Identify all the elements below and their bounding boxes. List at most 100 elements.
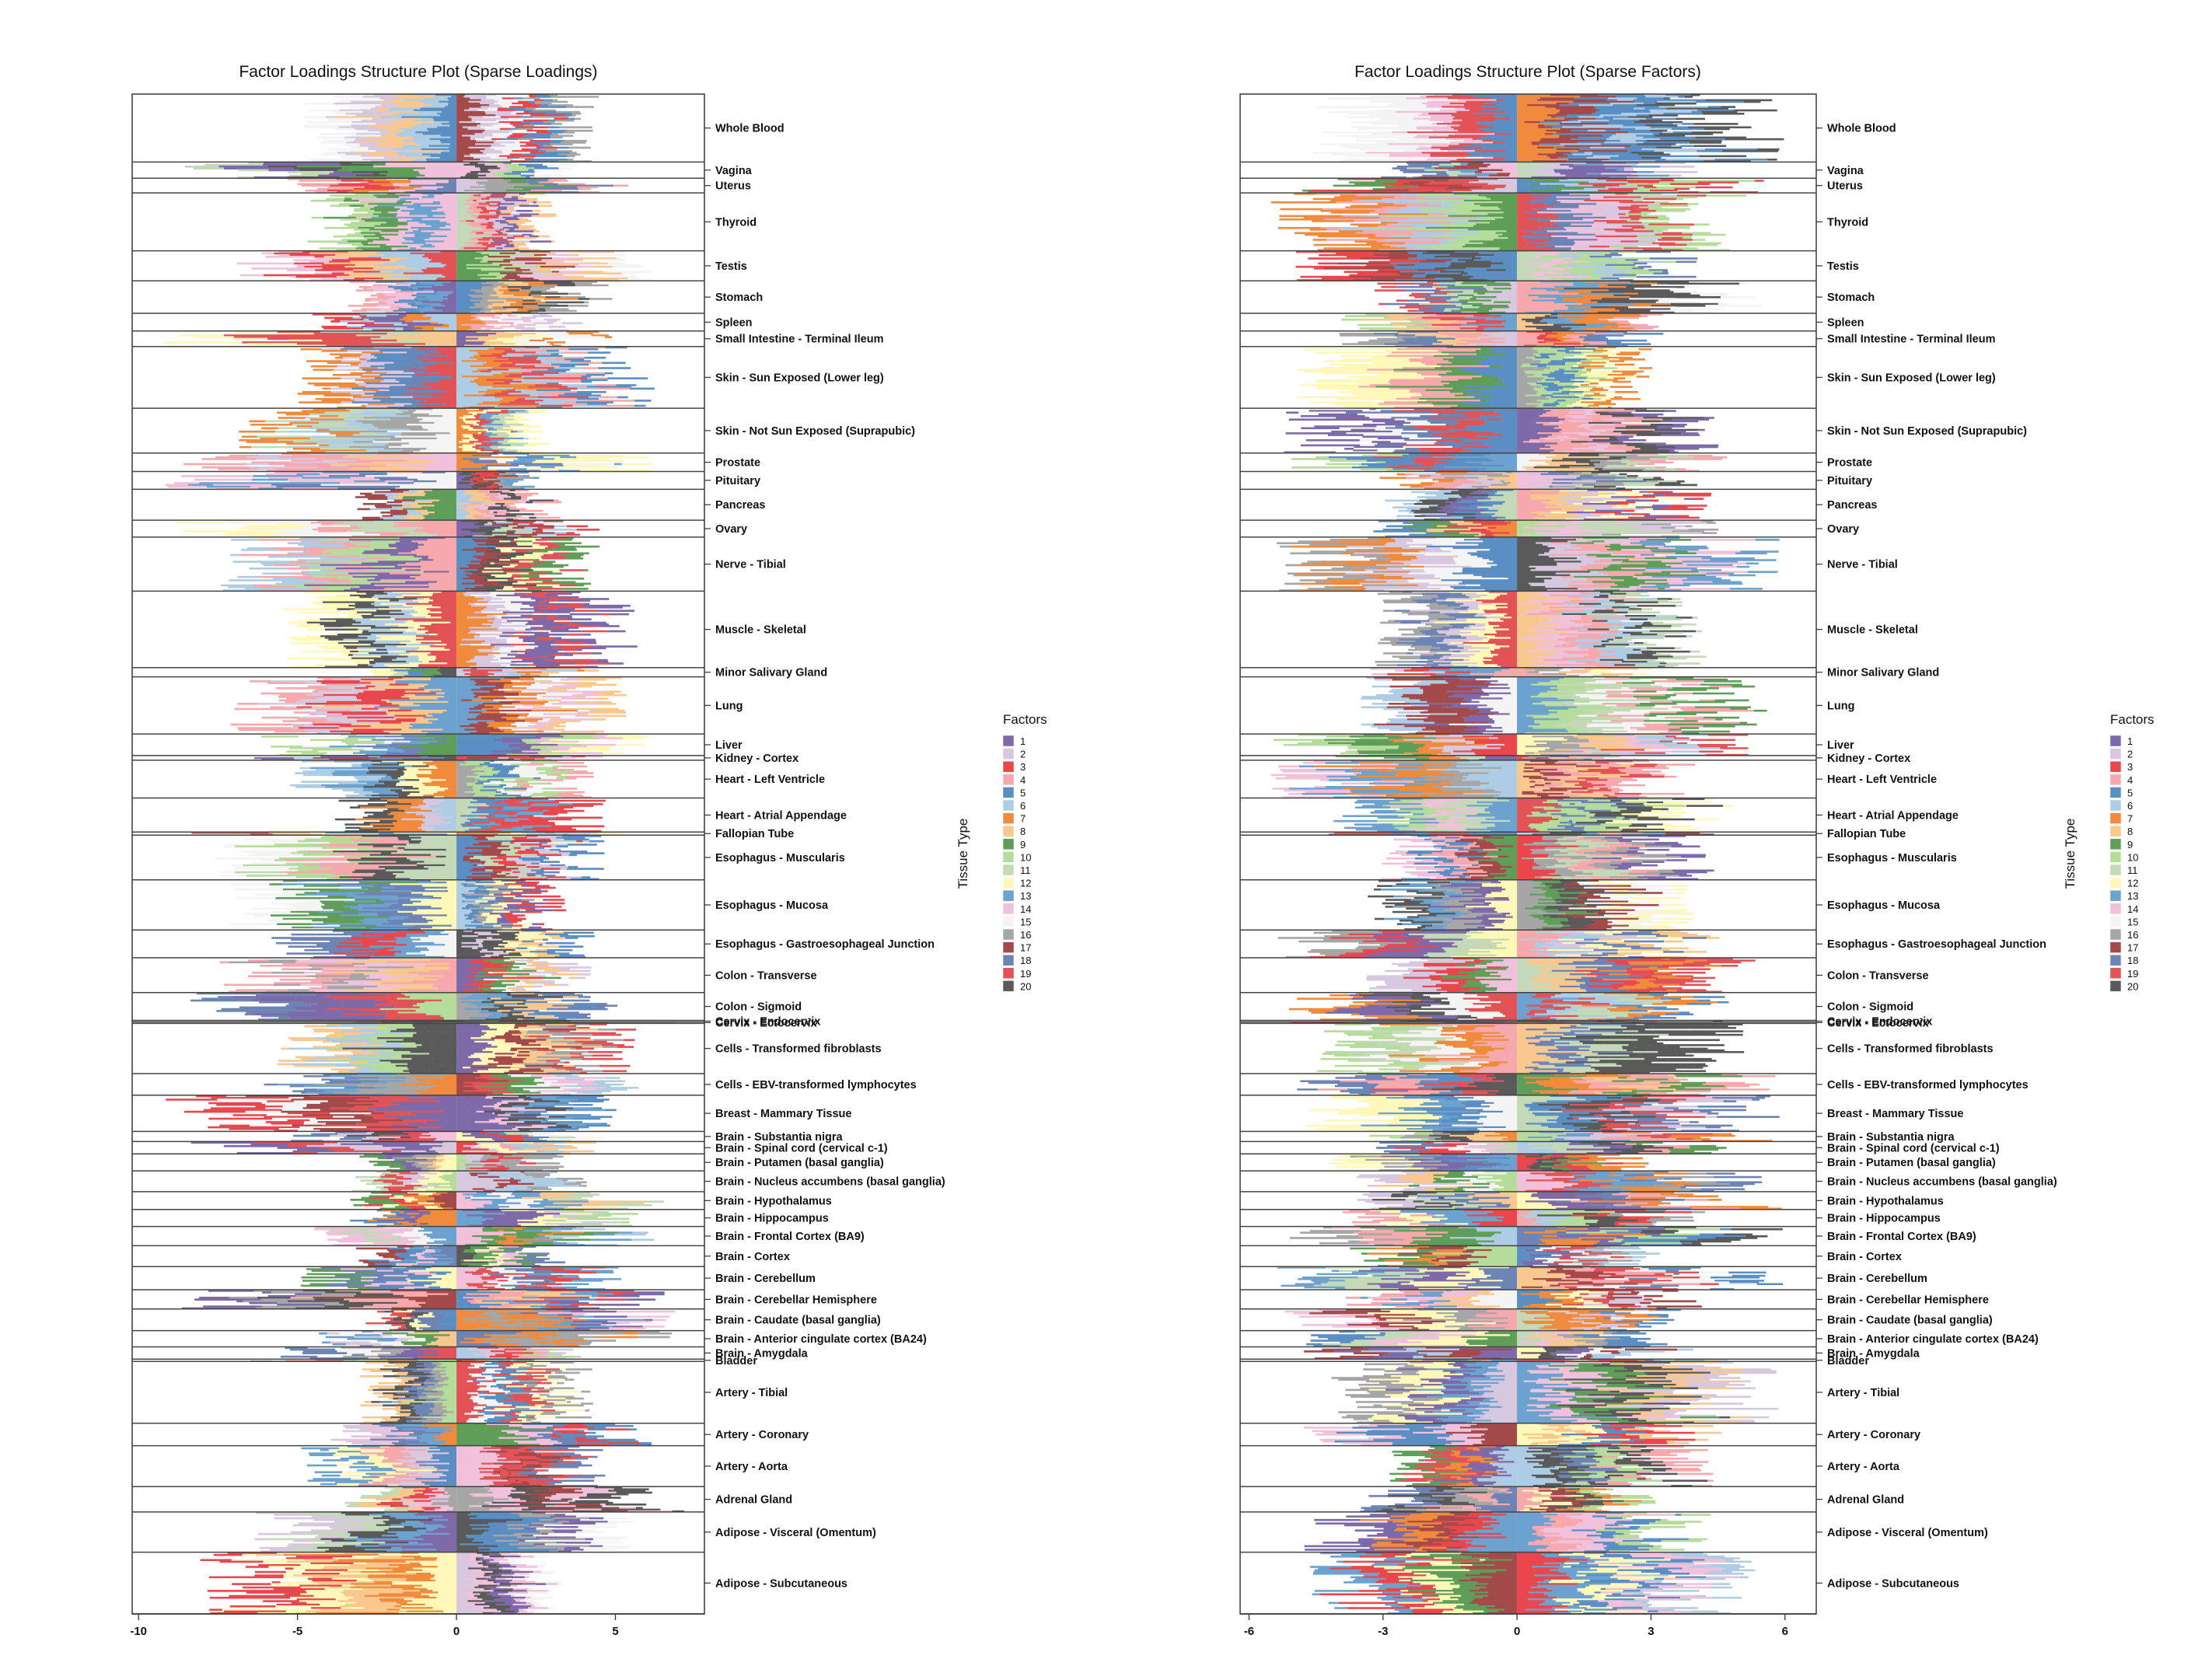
segment bbox=[289, 420, 357, 423]
segment bbox=[534, 513, 548, 515]
segment bbox=[462, 126, 481, 129]
segment bbox=[515, 501, 519, 504]
segment bbox=[449, 124, 456, 127]
segment bbox=[341, 239, 368, 241]
segment bbox=[484, 424, 504, 426]
segment bbox=[293, 259, 332, 261]
segment bbox=[428, 470, 457, 472]
segment bbox=[551, 271, 560, 273]
segment bbox=[330, 320, 341, 323]
segment bbox=[506, 506, 517, 508]
segment bbox=[448, 102, 457, 105]
segment bbox=[351, 100, 380, 103]
segment bbox=[365, 370, 372, 373]
segment bbox=[352, 529, 416, 531]
segment bbox=[302, 410, 350, 412]
segment bbox=[386, 315, 407, 317]
segment bbox=[485, 187, 495, 190]
segment bbox=[563, 464, 573, 467]
segment bbox=[248, 162, 264, 165]
segment bbox=[405, 320, 413, 323]
segment bbox=[481, 282, 505, 285]
segment bbox=[509, 123, 531, 125]
segment bbox=[395, 747, 426, 749]
segment bbox=[383, 351, 407, 354]
segment bbox=[523, 437, 529, 440]
segment bbox=[487, 169, 508, 172]
segment bbox=[504, 246, 515, 248]
segment bbox=[456, 482, 459, 484]
segment bbox=[390, 509, 407, 512]
segment bbox=[373, 458, 457, 460]
segment bbox=[483, 232, 498, 235]
segment bbox=[456, 240, 480, 243]
segment bbox=[345, 424, 372, 426]
segment bbox=[505, 461, 533, 464]
segment bbox=[376, 126, 412, 129]
segment bbox=[582, 454, 624, 457]
segment bbox=[475, 138, 492, 141]
segment bbox=[407, 512, 421, 514]
segment bbox=[352, 213, 373, 215]
segment bbox=[496, 485, 503, 488]
tissue-block bbox=[303, 94, 599, 162]
segment bbox=[530, 353, 551, 356]
segment bbox=[456, 716, 476, 719]
segment bbox=[566, 525, 588, 528]
segment bbox=[432, 489, 443, 491]
segment bbox=[343, 456, 409, 459]
segment bbox=[430, 318, 457, 321]
segment bbox=[334, 356, 344, 359]
segment bbox=[421, 391, 447, 393]
segment bbox=[421, 204, 456, 207]
segment bbox=[480, 252, 500, 255]
segment bbox=[411, 274, 442, 277]
segment bbox=[529, 288, 550, 290]
segment bbox=[415, 529, 457, 531]
segment bbox=[456, 430, 487, 433]
segment bbox=[551, 840, 577, 843]
segment bbox=[397, 199, 406, 202]
segment bbox=[414, 233, 431, 236]
segment bbox=[505, 417, 519, 419]
segment bbox=[603, 271, 652, 273]
segment bbox=[341, 155, 362, 158]
segment bbox=[237, 575, 260, 578]
segment bbox=[517, 397, 526, 400]
segment bbox=[475, 305, 489, 307]
segment bbox=[347, 233, 376, 236]
segment bbox=[400, 197, 420, 201]
segment bbox=[360, 143, 377, 145]
segment bbox=[374, 322, 402, 325]
segment bbox=[358, 448, 385, 450]
segment bbox=[521, 367, 554, 369]
segment bbox=[351, 709, 388, 712]
segment bbox=[503, 197, 519, 201]
segment bbox=[415, 302, 441, 306]
segment bbox=[463, 394, 483, 397]
segment bbox=[516, 127, 533, 131]
segment bbox=[456, 343, 484, 345]
segment bbox=[456, 327, 472, 330]
segment bbox=[492, 262, 526, 265]
segment bbox=[491, 309, 517, 313]
segment bbox=[498, 120, 522, 124]
segment bbox=[456, 439, 463, 442]
segment bbox=[401, 439, 457, 442]
segment bbox=[488, 334, 522, 337]
segment bbox=[411, 709, 447, 712]
segment bbox=[391, 247, 410, 250]
segment bbox=[385, 480, 414, 483]
segment bbox=[480, 102, 494, 105]
segment bbox=[316, 442, 329, 445]
segment bbox=[456, 232, 470, 235]
segment bbox=[470, 186, 490, 189]
segment bbox=[281, 452, 309, 456]
segment bbox=[557, 146, 569, 149]
segment bbox=[242, 341, 294, 344]
segment bbox=[331, 788, 364, 790]
segment bbox=[498, 281, 522, 283]
segment bbox=[423, 271, 456, 273]
segment bbox=[401, 242, 426, 245]
segment bbox=[506, 509, 520, 512]
